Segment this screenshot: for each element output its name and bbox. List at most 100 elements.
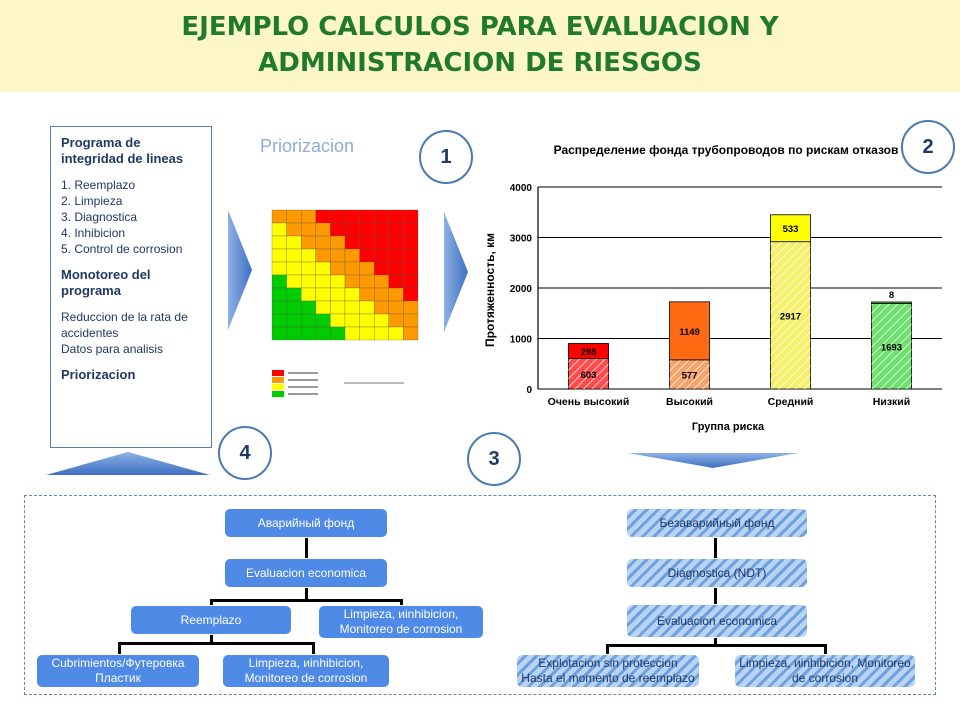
matrix-cell: [330, 222, 346, 237]
matrix-cell: [301, 222, 316, 237]
step-3-circle: 3: [467, 432, 521, 486]
matrix-cell: [388, 300, 404, 315]
matrix-cell: [315, 248, 331, 263]
arrow-down: [628, 453, 798, 468]
matrix-cell: [315, 209, 331, 224]
matrix-cell: [403, 235, 419, 250]
left-tree-limpieza: Limpieza, иinhibicion, Monitoreo de corr…: [318, 605, 484, 639]
matrix-legend-text-line: [288, 386, 318, 388]
matrix-caption-line: [344, 382, 404, 384]
matrix-cell: [344, 261, 360, 276]
matrix-cell: [344, 300, 360, 315]
left-tree-reemplazo: Reemplazo: [130, 605, 292, 635]
matrix-cell: [301, 248, 316, 263]
matrix-cell: [330, 313, 346, 328]
decision-trees-frame: [24, 495, 936, 695]
matrix-cell: [388, 274, 404, 289]
program-box: Programa de integridad de lineas 1. Reem…: [50, 126, 212, 448]
matrix-cell: [315, 326, 331, 341]
matrix-cell: [271, 313, 287, 328]
chart-title: Распределение фонда трубопроводов по рис…: [554, 143, 899, 157]
matrix-cell: [403, 313, 419, 328]
risk-bar-chart: Распределение фонда трубопроводов по рис…: [484, 143, 942, 433]
matrix-cell: [388, 235, 404, 250]
matrix-legend-swatch: [272, 370, 284, 376]
matrix-cell: [359, 248, 375, 263]
matrix-cell: [286, 261, 302, 276]
chart-y-tick-label: 1000: [510, 335, 533, 346]
matrix-cell: [315, 235, 331, 250]
matrix-cell: [315, 222, 331, 237]
matrix-cell: [330, 261, 346, 276]
left-tree-limpieza-2: Limpieza, иinhibicion, Monitoreo de corr…: [222, 654, 390, 688]
chart-data-label: 1693: [881, 342, 902, 353]
matrix-cell: [330, 326, 346, 341]
matrix-cell: [403, 248, 419, 263]
matrix-cell: [374, 326, 389, 341]
chart-y-tick-label: 2000: [510, 284, 533, 295]
matrix-cell: [374, 261, 389, 276]
matrix-cell: [359, 274, 375, 289]
matrix-cell: [330, 248, 346, 263]
matrix-cell: [330, 300, 346, 315]
chart-bar-hatch: [568, 358, 609, 389]
matrix-cell: [359, 235, 375, 250]
step-2-circle: 2: [901, 120, 955, 174]
matrix-cell: [286, 209, 302, 224]
matrix-cell: [330, 235, 346, 250]
program-list-item: 3. Diagnostica: [61, 210, 138, 224]
matrix-cell: [315, 261, 331, 276]
matrix-cell: [388, 261, 404, 276]
matrix-cell: [315, 287, 331, 302]
matrix-cell: [374, 287, 389, 302]
matrix-cell: [271, 326, 287, 341]
left-tree-root: Аварийный фонд: [224, 508, 388, 538]
matrix-cell: [374, 313, 389, 328]
matrix-cell: [359, 261, 375, 276]
left-tree-economic: Evaluacion economica: [224, 558, 388, 588]
chart-y-tick-label: 3000: [510, 234, 533, 245]
chart-x-axis-label: Группа риска: [692, 421, 765, 433]
matrix-legend-swatch: [272, 377, 284, 383]
matrix-cell: [301, 287, 316, 302]
matrix-cell: [271, 235, 287, 250]
matrix-cell: [388, 209, 404, 224]
chart-bar-hatch: [770, 241, 811, 389]
matrix-cell: [388, 313, 404, 328]
matrix-cell: [403, 261, 419, 276]
matrix-cell: [344, 274, 360, 289]
matrix-cell: [286, 313, 302, 328]
chart-data-label: 577: [682, 370, 698, 381]
matrix-cell: [403, 222, 419, 237]
matrix-cell: [403, 300, 419, 315]
program-footer: Priorizacion: [61, 367, 136, 382]
matrix-cell: [301, 300, 316, 315]
program-heading: Programa de integridad de lineas: [61, 135, 184, 166]
matrix-cell: [344, 313, 360, 328]
matrix-cell: [374, 248, 389, 263]
matrix-legend-text-line: [288, 379, 318, 381]
program-list-item: 1. Reemplazo: [61, 178, 136, 192]
chart-bar-hatch: [669, 359, 710, 389]
page-title-line-1: EJEMPLO CALCULOS PARA EVALUACION Y: [181, 12, 779, 42]
matrix-cell: [403, 287, 419, 302]
matrix-cell: [344, 222, 360, 237]
page-title-line-2: ADMINISTRACION DE RIESGOS: [258, 48, 702, 78]
matrix-cell: [315, 300, 331, 315]
monitor-list-item: Reduccion de la rata de accidentes: [61, 310, 188, 340]
matrix-cell: [344, 235, 360, 250]
chart-x-tick-label: Средний: [768, 396, 814, 408]
matrix-legend-text-line: [288, 372, 318, 374]
program-list-item: 2. Limpieza: [61, 194, 123, 208]
chart-y-tick-label: 0: [526, 385, 532, 396]
right-tree-explotacion: Explotacion sin proteccion Hasta el mome…: [516, 654, 700, 688]
matrix-cell: [374, 222, 389, 237]
matrix-cell: [344, 326, 360, 341]
matrix-cell: [403, 274, 419, 289]
chart-bar-segment: [770, 214, 811, 243]
matrix-cell: [330, 274, 346, 289]
priorizacion-label: Priorizacion: [260, 136, 355, 156]
arrow-right-2: [444, 212, 468, 332]
chart-bar-segment: [871, 301, 912, 304]
matrix-cell: [344, 248, 360, 263]
